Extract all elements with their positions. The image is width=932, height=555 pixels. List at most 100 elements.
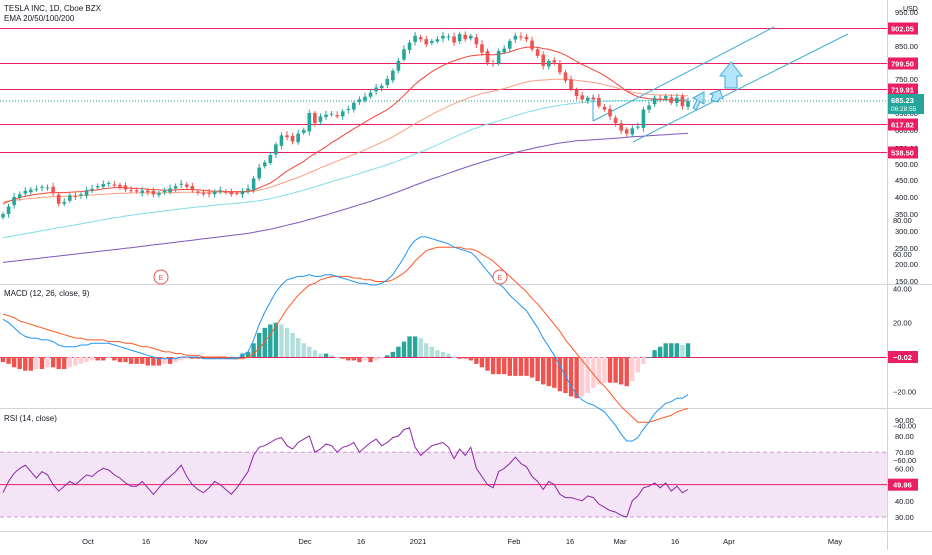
- macd-signal-line: [2, 246, 689, 423]
- arrow-up-large: [718, 61, 744, 89]
- candle-body: [151, 190, 156, 195]
- rsi-title: RSI (14, close): [4, 414, 57, 423]
- macd-histogram-bar: [641, 357, 646, 364]
- candle-body: [619, 123, 623, 131]
- candle-body: [363, 96, 367, 101]
- candle-body: [647, 105, 651, 110]
- candle-body: [452, 36, 456, 43]
- macd-histogram-bar: [45, 357, 50, 368]
- macd-histogram-bar: [190, 357, 195, 359]
- ema-legend: EMA 20/50/100/200: [4, 14, 75, 23]
- candle-body: [379, 85, 384, 89]
- candle-body: [441, 35, 445, 39]
- candle-body: [129, 190, 133, 192]
- macd-macd-line: [2, 236, 689, 442]
- candle-body: [485, 51, 490, 63]
- macd-histogram-bar: [657, 346, 663, 357]
- candle-body: [168, 188, 172, 193]
- macd-histogram-bar: [334, 357, 340, 358]
- macd-histogram-bar: [140, 357, 145, 364]
- macd-histogram-bar: [273, 322, 279, 357]
- macd-histogram-bar: [635, 357, 641, 373]
- macd-histogram-bar: [463, 357, 468, 359]
- macd-tick-label: 20.00: [893, 319, 912, 328]
- candle-body: [507, 40, 512, 49]
- macd-histogram-bar: [268, 324, 273, 357]
- macd-histogram-bar: [23, 357, 28, 371]
- time-tick-label: Dec: [298, 537, 312, 546]
- candle-body: [385, 79, 390, 86]
- macd-histogram-bar: [307, 346, 312, 357]
- macd-histogram-bar: [535, 357, 540, 382]
- macd-histogram-bar: [323, 353, 329, 357]
- time-tick-label: 16: [671, 537, 679, 546]
- candle-body: [669, 97, 674, 103]
- candle-body: [162, 190, 167, 193]
- candle-body: [641, 109, 646, 128]
- macd-histogram-bar: [112, 357, 117, 361]
- candle-body: [463, 34, 468, 40]
- price-tick-label: 300.00: [895, 227, 918, 236]
- candle-body: [68, 195, 72, 201]
- current-price-label: 685.23: [891, 96, 914, 105]
- macd-histogram-bar: [156, 357, 162, 366]
- macd-histogram-bar: [680, 344, 685, 357]
- candle-body: [346, 108, 351, 110]
- earnings-marker-0: [153, 269, 169, 285]
- candle-body: [624, 129, 629, 134]
- macd-histogram-bar: [279, 324, 284, 357]
- macd-histogram-bar: [396, 346, 401, 357]
- time-tick-label: Oct: [82, 537, 95, 546]
- candle-body: [34, 188, 39, 190]
- rsi-tick-label: 40.00: [895, 497, 914, 506]
- price-tick-label: 350.00: [895, 210, 918, 219]
- earnings-marker-1: [492, 269, 508, 285]
- time-axis: Oct 16 Nov Dec 16 2021 Feb 16 Mar 16 Apr May: [82, 537, 842, 546]
- macd-histogram-bar: [368, 357, 373, 363]
- ema100-line: [2, 98, 688, 239]
- candle-body: [446, 36, 451, 38]
- candle-body: [251, 178, 256, 190]
- rsi-tick-label: 30.00: [895, 513, 914, 522]
- time-tick-label: Feb: [508, 537, 521, 546]
- macd-histogram-bar: [245, 351, 251, 357]
- macd-histogram-bar: [507, 357, 512, 376]
- macd-histogram-bar: [518, 357, 524, 376]
- candle-body: [218, 190, 222, 192]
- macd-histogram-bar: [89, 357, 95, 361]
- macd-histogram-bar: [457, 357, 462, 359]
- candle-body: [602, 106, 607, 110]
- macd-histogram-bar: [613, 357, 618, 383]
- macd-histogram-bar: [39, 357, 45, 370]
- macd-histogram-bar: [34, 357, 39, 370]
- candle-body: [6, 206, 11, 214]
- candle-body: [29, 189, 33, 193]
- macd-histogram-bar: [262, 327, 267, 357]
- candle-body: [296, 133, 300, 143]
- candle-body: [90, 188, 94, 191]
- level-tag-label-1: 799.50: [891, 60, 914, 69]
- macd-histogram-bar: [373, 357, 379, 361]
- macd-histogram-bar: [123, 357, 128, 363]
- price-tick-label: 150.00: [895, 277, 918, 286]
- macd-histogram-bar: [485, 357, 490, 371]
- candle-body: [613, 117, 618, 124]
- candle-body: [574, 89, 579, 96]
- macd-histogram-bar: [62, 357, 67, 370]
- candle-body: [519, 36, 523, 38]
- candle-body: [51, 186, 55, 194]
- macd-histogram-bar: [541, 357, 546, 385]
- macd-histogram-bar: [596, 357, 602, 385]
- macd-histogram-bar: [379, 357, 384, 359]
- candle-body: [313, 113, 317, 124]
- candle-body: [279, 135, 284, 146]
- candle-body: [285, 135, 289, 138]
- macd-histogram-bar: [134, 357, 139, 364]
- channel-upper-line: [592, 26, 775, 122]
- candle-body: [563, 72, 568, 81]
- ema50-line: [2, 78, 688, 203]
- macd-histogram-bar: [217, 357, 223, 359]
- candle-body: [140, 190, 145, 193]
